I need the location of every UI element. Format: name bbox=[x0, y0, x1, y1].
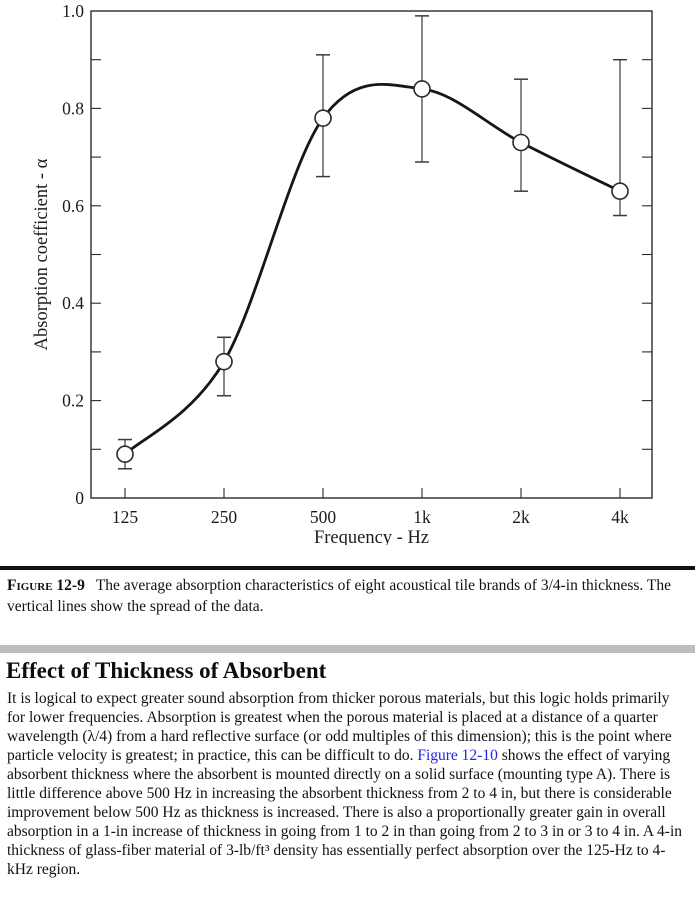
figure-caption-text: The average absorption characteristics o… bbox=[7, 577, 671, 615]
y-axis-title: Absorption coefficient - α bbox=[32, 158, 52, 350]
data-point-marker bbox=[116, 445, 134, 463]
section-divider-bar bbox=[0, 645, 695, 653]
data-point-marker bbox=[413, 80, 431, 98]
x-tick-label: 1k bbox=[413, 507, 431, 527]
data-point-marker bbox=[512, 133, 530, 152]
x-tick-label: 2k bbox=[512, 507, 530, 527]
caption-top-rule bbox=[0, 566, 695, 570]
figure-caption: Figure 12-9 The average absorption charac… bbox=[7, 575, 683, 617]
figure-12-10-link[interactable]: Figure 12-10 bbox=[417, 747, 498, 764]
y-tick-label: 0.6 bbox=[62, 196, 84, 216]
x-tick-label: 125 bbox=[112, 507, 139, 527]
x-tick-label: 500 bbox=[310, 507, 337, 527]
paragraph-text-1: It is logical to expect greater sound ab… bbox=[7, 690, 672, 764]
absorption-curve bbox=[123, 82, 622, 456]
y-tick-label: 1.0 bbox=[62, 1, 84, 21]
x-axis-title: Frequency - Hz bbox=[314, 528, 429, 545]
y-tick-label: 0.8 bbox=[62, 98, 84, 118]
y-tick-label: 0.2 bbox=[62, 391, 84, 411]
data-point-marker bbox=[611, 182, 629, 200]
absorption-chart: 0 0.2 0.4 0.6 0.8 1.0 125 250 500 1k 2k 4k Frequency… bbox=[32, 1, 653, 545]
section-heading: Effect of Thickness of Absorbent bbox=[6, 658, 327, 683]
y-tick-label: 0 bbox=[75, 488, 84, 508]
data-point-marker bbox=[314, 109, 332, 127]
x-tick-label: 4k bbox=[611, 507, 629, 527]
x-tick-label: 250 bbox=[211, 507, 238, 527]
body-paragraph: It is logical to expect greater sound ab… bbox=[7, 689, 689, 879]
data-point-marker bbox=[215, 352, 233, 371]
paragraph-text-2: shows the effect of varying absorbent th… bbox=[7, 747, 683, 878]
figure-caption-label: Figure 12-9 bbox=[7, 577, 85, 594]
y-tick-label: 0.4 bbox=[62, 293, 84, 313]
